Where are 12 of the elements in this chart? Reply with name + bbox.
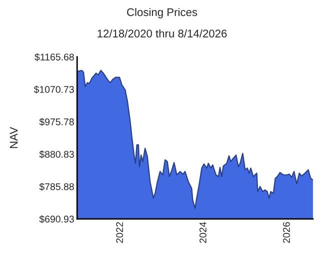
chart-title: Closing Prices <box>127 8 198 18</box>
y-tick-label: $785.88 <box>39 182 74 191</box>
y-tick-label: $975.78 <box>39 118 74 126</box>
y-tick-label: $1165.68 <box>34 53 74 62</box>
x-tick-label: 2022 <box>116 222 124 243</box>
chart-subtitle: 12/18/2020 thru 8/14/2026 <box>98 29 227 38</box>
y-tick-label: $690.93 <box>39 215 74 224</box>
x-tick-label: 2026 <box>283 222 290 243</box>
y-axis-title: NAV <box>10 126 18 148</box>
y-tick-label: $1070.73 <box>34 86 74 94</box>
y-tick-label: $880.83 <box>39 150 74 158</box>
x-tick-label: 2024 <box>200 222 206 243</box>
